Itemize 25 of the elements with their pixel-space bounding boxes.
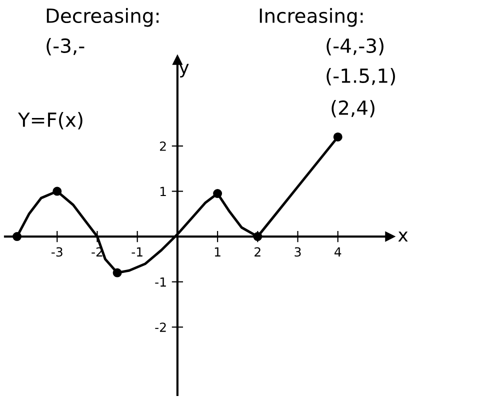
y-tick-label: -2	[155, 322, 166, 332]
x-tick-label: 3	[294, 247, 301, 257]
x-tick-label: 1	[214, 247, 220, 256]
x-tick-label: 4	[334, 247, 342, 256]
x-tick-label: 2	[254, 247, 260, 256]
y-tick-label: 2	[160, 141, 166, 151]
x-axis-title: x	[398, 232, 408, 242]
text: (-4,-3)	[326, 38, 384, 56]
annotation: (-1.5,1)	[326, 68, 395, 86]
y-tick-label: -1	[155, 277, 166, 287]
point	[12, 232, 22, 242]
x-tick-label: -3	[52, 247, 62, 257]
point	[213, 189, 222, 198]
point	[52, 186, 62, 196]
text: Decreasing:	[46, 8, 159, 27]
text: (-3,-	[46, 38, 84, 56]
annotation: Y=F(x)	[18, 112, 82, 130]
x-tick-label: -1	[132, 247, 142, 256]
annotation: (2,4)	[332, 100, 374, 118]
point	[253, 232, 262, 242]
point	[112, 268, 122, 278]
y-axis-title: y	[179, 64, 189, 78]
text: Increasing:	[260, 8, 363, 27]
point	[333, 132, 342, 142]
y-tick-label: 1	[160, 186, 166, 196]
